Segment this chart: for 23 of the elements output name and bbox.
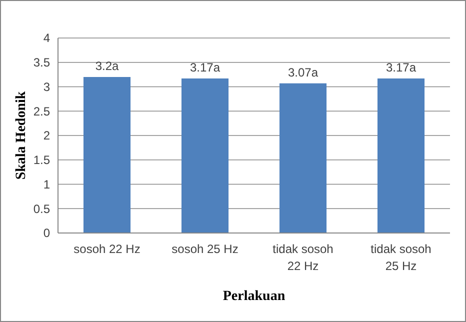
x-tick-label: tidak sosoh 22 Hz — [272, 242, 334, 273]
x-tick-label: tidak sosoh 25 Hz — [370, 242, 432, 273]
data-label: 3.17a — [190, 60, 220, 74]
y-tick-label: 4 — [43, 31, 50, 46]
y-axis-title: Skala Hedonik — [14, 91, 29, 180]
bar — [83, 77, 131, 233]
x-axis-title: Perlakuan — [222, 289, 286, 304]
x-tick-label: sosoh 25 Hz — [172, 242, 238, 256]
y-tick-label: 3 — [43, 80, 50, 94]
y-tick-label: 1.5 — [33, 153, 50, 168]
y-tick-label: 1 — [43, 177, 50, 192]
y-tick-label: 2 — [43, 128, 50, 143]
data-label: 3.2a — [95, 59, 119, 73]
y-tick-label: 2.5 — [33, 104, 50, 118]
bar — [377, 78, 425, 233]
bar — [279, 83, 327, 233]
y-tick-label: 0.5 — [33, 202, 50, 216]
bar — [181, 78, 229, 233]
y-tick-label: 0 — [43, 226, 50, 240]
x-tick-label: sosoh 22 Hz — [74, 242, 140, 256]
data-label: 3.17a — [386, 60, 416, 74]
data-label: 3.07a — [288, 65, 318, 80]
y-tick-label: 3.5 — [33, 56, 50, 70]
